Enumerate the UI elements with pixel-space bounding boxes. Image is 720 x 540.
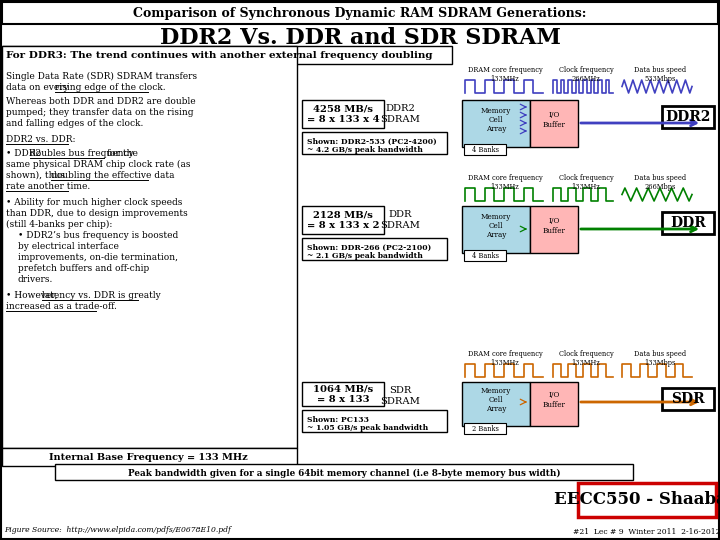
FancyBboxPatch shape [302, 206, 384, 234]
Text: improvements, on-die termination,: improvements, on-die termination, [18, 253, 178, 262]
FancyBboxPatch shape [530, 382, 578, 426]
Text: Whereas both DDR and DDR2 are double: Whereas both DDR and DDR2 are double [6, 97, 196, 106]
FancyBboxPatch shape [2, 46, 452, 64]
Text: 2 Banks: 2 Banks [472, 425, 498, 433]
Text: I/O
Buffer: I/O Buffer [543, 111, 565, 129]
Text: Internal Base Frequency = 133 MHz: Internal Base Frequency = 133 MHz [49, 454, 248, 462]
FancyBboxPatch shape [302, 238, 447, 260]
Text: SDR
SDRAM: SDR SDRAM [380, 386, 420, 406]
Text: than DDR, due to design improvements: than DDR, due to design improvements [6, 209, 188, 218]
Text: Memory
Cell
Array: Memory Cell Array [481, 387, 511, 413]
Text: Single Data Rate (SDR) SDRAM transfers: Single Data Rate (SDR) SDRAM transfers [6, 72, 197, 81]
FancyBboxPatch shape [464, 144, 506, 155]
Text: data on every: data on every [6, 83, 71, 92]
Text: DDR2
SDRAM: DDR2 SDRAM [380, 104, 420, 124]
Text: 4 Banks: 4 Banks [472, 146, 498, 154]
FancyBboxPatch shape [302, 100, 384, 128]
FancyBboxPatch shape [302, 132, 447, 154]
FancyBboxPatch shape [302, 410, 447, 432]
FancyBboxPatch shape [662, 212, 714, 234]
FancyBboxPatch shape [2, 2, 718, 24]
Text: latency vs. DDR is greatly: latency vs. DDR is greatly [42, 291, 161, 300]
FancyBboxPatch shape [302, 382, 384, 406]
Text: ~ 4.2 GB/s peak bandwidth: ~ 4.2 GB/s peak bandwidth [307, 146, 423, 154]
FancyBboxPatch shape [662, 388, 714, 410]
Text: Shown: DDR-266 (PC2-2100): Shown: DDR-266 (PC2-2100) [307, 244, 431, 252]
Text: #21  Lec # 9  Winter 2011  2-16-2012: #21 Lec # 9 Winter 2011 2-16-2012 [573, 528, 720, 536]
Text: Shown: DDR2-533 (PC2-4200): Shown: DDR2-533 (PC2-4200) [307, 138, 437, 146]
Text: DDR
SDRAM: DDR SDRAM [380, 210, 420, 230]
Text: shown), thus: shown), thus [6, 171, 68, 180]
Text: DDR2: DDR2 [665, 110, 711, 124]
Text: doubling the effective data: doubling the effective data [51, 171, 174, 180]
Text: increased as a trade-off.: increased as a trade-off. [6, 302, 117, 311]
Text: Data bus speed
266Mbps: Data bus speed 266Mbps [634, 174, 686, 191]
Text: EECC550 - Shaaban: EECC550 - Shaaban [554, 491, 720, 509]
Text: Peak bandwidth given for a single 64bit memory channel (i.e 8-byte memory bus wi: Peak bandwidth given for a single 64bit … [127, 468, 560, 477]
FancyBboxPatch shape [662, 106, 714, 128]
Text: pumped; they transfer data on the rising: pumped; they transfer data on the rising [6, 108, 194, 117]
Text: DRAM core frequency
133MHz: DRAM core frequency 133MHz [467, 66, 542, 83]
Text: • DDR2: • DDR2 [6, 149, 44, 158]
Text: DDR: DDR [670, 216, 706, 230]
Text: ~ 1.05 GB/s peak bandwidth: ~ 1.05 GB/s peak bandwidth [307, 424, 428, 432]
Text: for the: for the [104, 149, 138, 158]
Text: ~ 2.1 GB/s peak bandwidth: ~ 2.1 GB/s peak bandwidth [307, 252, 423, 260]
Text: Comparison of Synchronous Dynamic RAM SDRAM Generations:: Comparison of Synchronous Dynamic RAM SD… [133, 8, 587, 21]
FancyBboxPatch shape [530, 100, 578, 147]
Text: and falling edges of the clock.: and falling edges of the clock. [6, 119, 143, 128]
Text: Clock frequency
133MHz: Clock frequency 133MHz [559, 350, 613, 367]
Text: same physical DRAM chip clock rate (as: same physical DRAM chip clock rate (as [6, 160, 191, 169]
Text: (still 4-banks per chip):: (still 4-banks per chip): [6, 220, 112, 229]
FancyBboxPatch shape [462, 100, 530, 147]
Text: Shown: PC133: Shown: PC133 [307, 416, 369, 424]
Text: rising edge of the clock.: rising edge of the clock. [55, 83, 166, 92]
FancyBboxPatch shape [464, 250, 506, 261]
FancyBboxPatch shape [462, 206, 530, 253]
Text: Clock frequency
266MHz: Clock frequency 266MHz [559, 66, 613, 83]
Text: DRAM core frequency
133MHz: DRAM core frequency 133MHz [467, 350, 542, 367]
FancyBboxPatch shape [2, 46, 297, 448]
Text: 1064 MB/s
= 8 x 133: 1064 MB/s = 8 x 133 [313, 384, 373, 404]
Text: 4 Banks: 4 Banks [472, 252, 498, 260]
Text: drivers.: drivers. [18, 275, 53, 284]
Text: doubles bus frequency: doubles bus frequency [30, 149, 134, 158]
Text: Clock frequency
133MHz: Clock frequency 133MHz [559, 174, 613, 191]
Text: Figure Source:  http://www.elpida.com/pdfs/E0678E10.pdf: Figure Source: http://www.elpida.com/pdf… [4, 526, 231, 534]
Text: • However,: • However, [6, 291, 60, 300]
Text: For DDR3: The trend continues with another external frequency doubling: For DDR3: The trend continues with anoth… [6, 51, 433, 60]
Text: • Ability for much higher clock speeds: • Ability for much higher clock speeds [6, 198, 182, 207]
Text: DDR2 vs. DDR:: DDR2 vs. DDR: [6, 135, 76, 144]
Text: 2128 MB/s
= 8 x 133 x 2: 2128 MB/s = 8 x 133 x 2 [307, 210, 379, 230]
Text: I/O
Buffer: I/O Buffer [543, 218, 565, 234]
Text: Memory
Cell
Array: Memory Cell Array [481, 107, 511, 133]
FancyBboxPatch shape [462, 382, 530, 426]
FancyBboxPatch shape [578, 483, 716, 517]
FancyBboxPatch shape [2, 448, 297, 466]
Text: SDR: SDR [671, 392, 705, 406]
Text: • DDR2’s bus frequency is boosted: • DDR2’s bus frequency is boosted [18, 231, 179, 240]
Text: rate another time.: rate another time. [6, 182, 90, 191]
Text: prefetch buffers and off-chip: prefetch buffers and off-chip [18, 264, 149, 273]
Text: Memory
Cell
Array: Memory Cell Array [481, 213, 511, 239]
Text: by electrical interface: by electrical interface [18, 242, 119, 251]
Text: DDR2 Vs. DDR and SDR SDRAM: DDR2 Vs. DDR and SDR SDRAM [160, 27, 560, 49]
Text: Data bus speed
533Mbps: Data bus speed 533Mbps [634, 66, 686, 83]
Text: I/O
Buffer: I/O Buffer [543, 392, 565, 409]
Text: DRAM core frequency
133MHz: DRAM core frequency 133MHz [467, 174, 542, 191]
FancyBboxPatch shape [530, 206, 578, 253]
Text: Data bus speed
133Mbps: Data bus speed 133Mbps [634, 350, 686, 367]
FancyBboxPatch shape [464, 423, 506, 434]
FancyBboxPatch shape [55, 464, 633, 480]
Text: 4258 MB/s
= 8 x 133 x 4: 4258 MB/s = 8 x 133 x 4 [307, 104, 379, 124]
